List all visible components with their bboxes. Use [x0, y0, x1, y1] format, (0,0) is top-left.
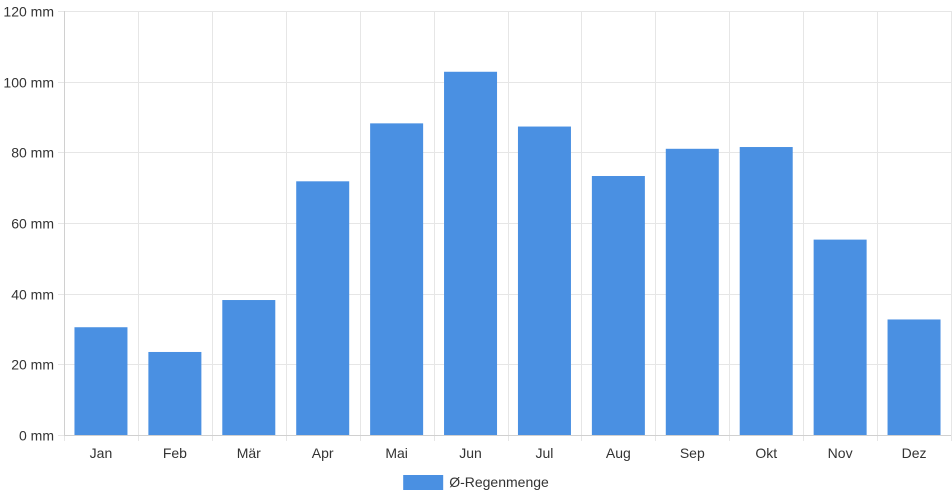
- x-tick-label: Jun: [459, 445, 482, 461]
- bar-dez[interactable]: [887, 319, 941, 435]
- y-tick-label: 120 mm: [3, 4, 54, 20]
- legend-label[interactable]: Ø-Regenmenge: [449, 474, 549, 490]
- x-tick-label: Jan: [90, 445, 113, 461]
- x-tick-label: Okt: [755, 445, 777, 461]
- bar-jan[interactable]: [74, 327, 128, 435]
- bar-sep[interactable]: [665, 148, 719, 436]
- x-tick-label: Mär: [237, 445, 261, 461]
- bar-mär[interactable]: [222, 300, 276, 435]
- x-tick-label: Sep: [680, 445, 705, 461]
- x-tick-label: Feb: [163, 445, 187, 461]
- bar-feb[interactable]: [148, 351, 202, 435]
- axis-layer: [64, 11, 951, 436]
- y-tick-label: 40 mm: [11, 287, 54, 303]
- y-tick-label: 100 mm: [3, 75, 54, 91]
- legend-swatch[interactable]: [403, 475, 444, 490]
- labels-layer: 0 mm 20 mm 40 mm 60 mm 80 mm 100 mm 120 mm Jan F…: [3, 4, 926, 462]
- bar-jun[interactable]: [444, 71, 498, 436]
- x-tick-label: Mai: [385, 445, 408, 461]
- bar-aug[interactable]: [591, 176, 645, 435]
- x-tick-label: Apr: [312, 445, 334, 461]
- y-tick-label: 60 mm: [11, 216, 54, 232]
- bar-apr[interactable]: [296, 181, 350, 435]
- bar-okt[interactable]: [739, 147, 793, 435]
- y-tick-label: 80 mm: [11, 145, 54, 161]
- x-tick-label: Aug: [606, 445, 631, 461]
- x-tick-label: Dez: [902, 445, 927, 461]
- y-tick-label: 20 mm: [11, 357, 54, 373]
- bar-mai[interactable]: [370, 123, 424, 436]
- bars-layer: [74, 71, 941, 436]
- bar-jul[interactable]: [517, 126, 571, 435]
- legend[interactable]: Ø-Regenmenge: [403, 474, 549, 490]
- bar-nov[interactable]: [813, 239, 867, 435]
- y-tick-label: 0 mm: [19, 428, 54, 444]
- grid-layer: [58, 11, 952, 441]
- x-tick-label: Jul: [536, 445, 554, 461]
- x-tick-label: Nov: [828, 445, 853, 461]
